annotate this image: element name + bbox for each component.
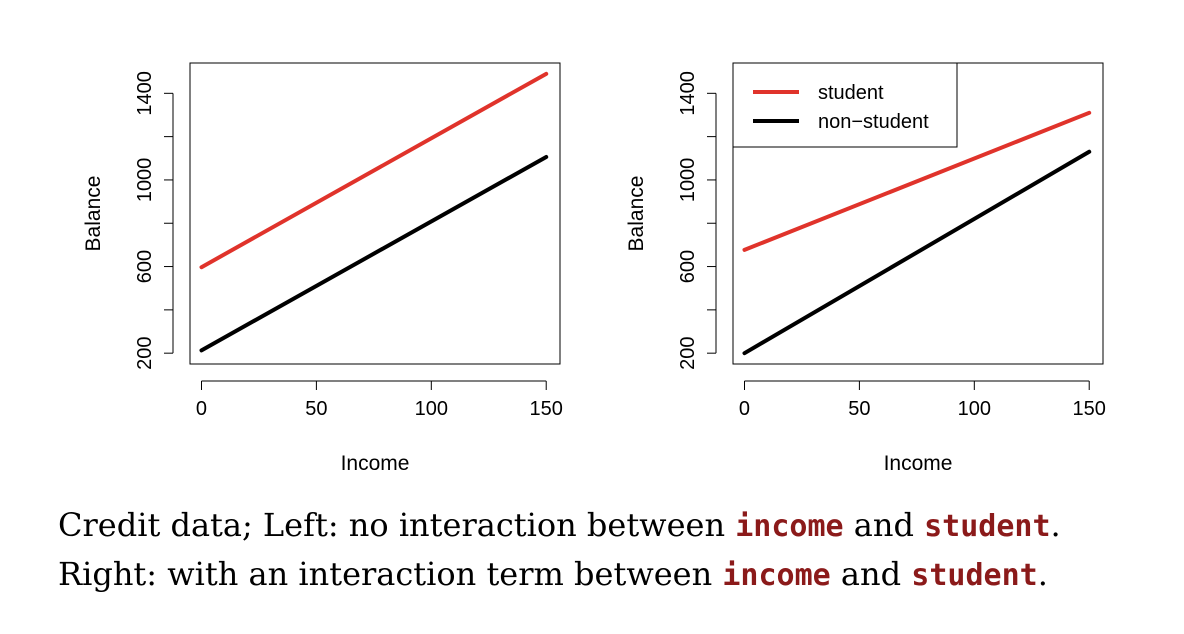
plot-frame [189, 62, 561, 365]
x-tick-label: 0 [739, 398, 750, 420]
caption-text: and [843, 506, 925, 544]
y-tick-label: 1400 [134, 71, 156, 116]
y-tick-label: 600 [134, 250, 156, 283]
y-axis: 200 600 1000 1400 [677, 71, 717, 370]
x-tick-label: 50 [848, 398, 870, 420]
y-tick-label: 200 [134, 336, 156, 369]
series-line-student [199, 71, 549, 270]
caption-line-1: Credit data; Left: no interaction betwee… [58, 509, 1168, 542]
x-axis-label: Income [884, 452, 953, 475]
x-tick-label: 150 [530, 398, 563, 420]
x-tick-label: 100 [958, 398, 991, 420]
y-tick-label: 600 [677, 250, 699, 283]
caption-code-student: student [911, 558, 1038, 593]
caption-text: Credit data; Left: no interaction betwee… [58, 506, 736, 544]
legend-box [732, 62, 958, 148]
legend: student non−student [732, 62, 958, 148]
x-tick-label: 50 [305, 398, 327, 420]
y-tick-label: 200 [677, 336, 699, 369]
caption-line-2: Right: with an interaction term between … [58, 558, 1168, 591]
y-tick-label: 1400 [677, 71, 699, 116]
y-tick-label: 1000 [677, 158, 699, 203]
y-axis-label: Balance [82, 176, 105, 252]
x-axis-label: Income [341, 452, 410, 475]
series-line-non-student [199, 154, 549, 353]
y-tick-label: 1000 [134, 158, 156, 203]
y-axis: 200 600 1000 1400 [134, 71, 174, 370]
caption-text: . [1037, 555, 1048, 593]
x-axis: 0 50 100 150 [739, 380, 1106, 420]
series-line-non-student [742, 149, 1092, 356]
x-axis: 0 50 100 150 [196, 380, 563, 420]
x-tick-label: 150 [1073, 398, 1106, 420]
x-tick-label: 100 [415, 398, 448, 420]
caption-code-income: income [735, 509, 844, 544]
y-axis-label: Balance [625, 176, 648, 252]
chart-panel-right: 0 50 100 150 Income 200 600 1000 1400 Balance stud… [625, 62, 1106, 475]
x-tick-label: 0 [196, 398, 207, 420]
legend-label-student: student [818, 82, 884, 104]
series-line-student [742, 110, 1092, 252]
caption-text: . [1050, 506, 1061, 544]
legend-label-non-student: non−student [818, 111, 929, 133]
charts-figure: 0 50 100 150 Income 200 600 1000 1400 Balance 0 50 1… [82, 62, 1106, 475]
caption-code-student: student [924, 509, 1051, 544]
caption-text: Right: with an interaction term between [58, 555, 723, 593]
caption-code-income: income [722, 558, 831, 593]
caption-text: and [830, 555, 912, 593]
chart-panel-left: 0 50 100 150 Income 200 600 1000 1400 Balance [82, 62, 563, 475]
